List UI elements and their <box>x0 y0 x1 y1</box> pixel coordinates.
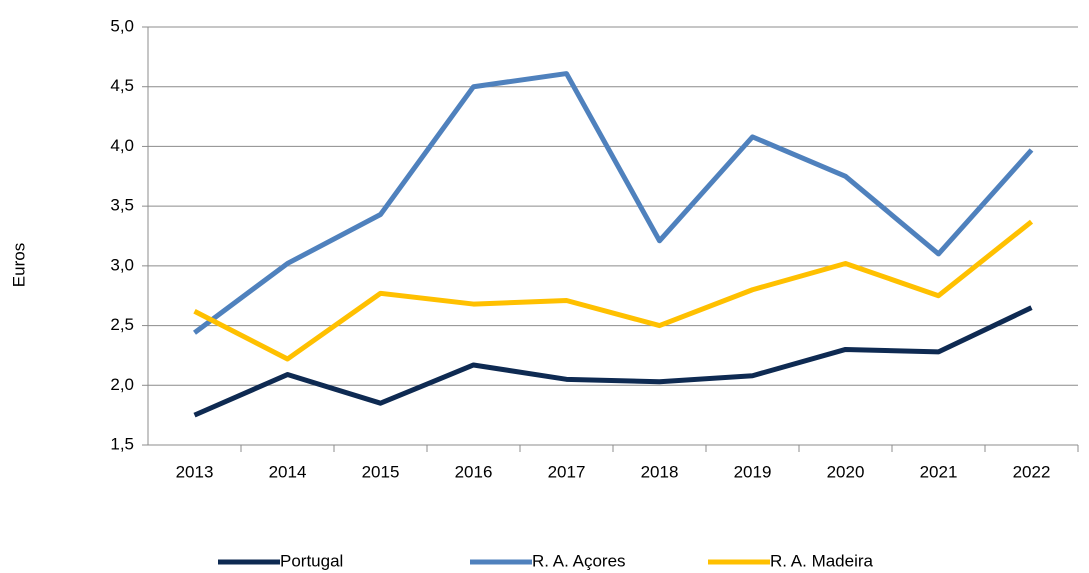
x-tick-label: 2013 <box>176 462 214 481</box>
legend-label: R. A. Madeira <box>770 551 874 570</box>
x-tick-label: 2019 <box>734 462 772 481</box>
y-tick-label: 3,0 <box>110 255 134 274</box>
legend-label: R. A. Açores <box>532 551 626 570</box>
x-tick-label: 2021 <box>920 462 958 481</box>
series-line <box>193 305 1033 418</box>
x-tick-label: 2017 <box>548 462 586 481</box>
y-tick-label: 2,5 <box>110 315 134 334</box>
y-axis-label: Euros <box>9 243 28 287</box>
y-tick-label: 3,5 <box>110 196 134 215</box>
x-tick-label: 2014 <box>269 462 307 481</box>
y-tick-label: 1,5 <box>110 434 134 453</box>
x-tick-label: 2020 <box>827 462 865 481</box>
series-line <box>193 219 1034 362</box>
series-line <box>193 71 1034 335</box>
x-tick-label: 2018 <box>641 462 679 481</box>
x-tick-label: 2022 <box>1013 462 1051 481</box>
legend-label: Portugal <box>280 551 343 570</box>
y-tick-label: 4,0 <box>110 136 134 155</box>
y-tick-label: 4,5 <box>110 76 134 95</box>
y-tick-label: 2,0 <box>110 375 134 394</box>
y-tick-label: 5,0 <box>110 16 134 35</box>
x-tick-label: 2015 <box>362 462 400 481</box>
x-tick-label: 2016 <box>455 462 493 481</box>
